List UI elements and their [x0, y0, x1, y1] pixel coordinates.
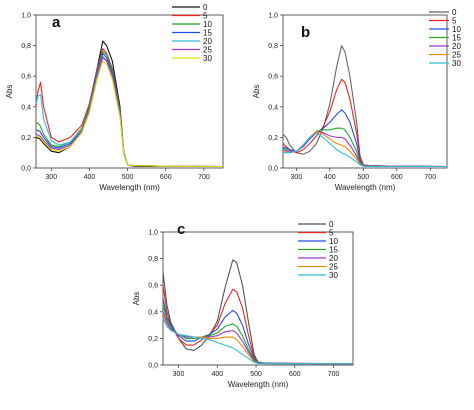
y-tick-label: 0,2 [148, 336, 158, 343]
legend-label-30: 30 [329, 271, 338, 280]
y-tick-label: 0,6 [268, 74, 278, 81]
panel-letter: b [301, 24, 310, 41]
legend-label-10: 10 [452, 25, 461, 34]
y-tick-label: 0,8 [148, 256, 158, 263]
x-tick-label: 400 [84, 174, 96, 181]
series-line-0 [282, 45, 448, 168]
y-tick-label: 0,4 [148, 309, 158, 316]
y-axis-label: Abs [132, 292, 141, 306]
y-tick-label: 0,0 [148, 363, 158, 370]
legend-label-15: 15 [203, 29, 212, 38]
y-tick-label: 1,0 [268, 13, 278, 20]
legend-label-15: 15 [452, 34, 461, 43]
legend-label-25: 25 [329, 263, 338, 272]
x-tick-label: 700 [328, 371, 340, 378]
x-tick-label: 300 [45, 174, 57, 181]
y-tick-label: 0,2 [268, 135, 278, 142]
x-tick-label: 500 [357, 174, 369, 181]
panel-letter: c [177, 221, 185, 238]
x-tick-label: 400 [211, 371, 223, 378]
x-tick-label: 500 [250, 371, 262, 378]
x-tick-label: 300 [173, 371, 185, 378]
series-line-10 [162, 298, 354, 365]
legend-label-20: 20 [452, 42, 461, 51]
legend-label-20: 20 [329, 254, 338, 263]
panel-letter: a [52, 14, 61, 31]
x-tick-label: 300 [291, 174, 303, 181]
y-tick-label: 1,0 [21, 13, 31, 20]
series-line-25 [282, 130, 447, 168]
x-tick-label: 700 [424, 174, 436, 181]
x-tick-label: 700 [198, 174, 210, 181]
legend-label-25: 25 [452, 51, 461, 60]
y-axis-label: Abs [252, 85, 261, 99]
legend-label-30: 30 [203, 54, 212, 63]
legend-label-5: 5 [452, 17, 457, 26]
series-line-20 [162, 311, 353, 365]
legend-label-5: 5 [329, 229, 334, 238]
y-tick-label: 0,8 [268, 43, 278, 50]
x-tick-label: 400 [324, 174, 336, 181]
legend-label-5: 5 [203, 12, 208, 21]
x-tick-label: 500 [122, 174, 134, 181]
legend-label-10: 10 [203, 20, 212, 29]
y-tick-label: 0,8 [21, 43, 31, 50]
y-tick-label: 0,6 [21, 74, 31, 81]
series-line-15 [282, 127, 448, 168]
plot-frame [35, 14, 224, 169]
y-tick-label: 0,0 [21, 166, 31, 173]
series-line-30 [162, 318, 353, 365]
legend-label-25: 25 [203, 46, 212, 55]
x-tick-label: 600 [289, 371, 301, 378]
x-axis-label: Wavelength (nm) [228, 380, 289, 389]
series-line-5 [162, 285, 354, 365]
x-axis-label: Wavelength (nm) [99, 183, 160, 192]
y-tick-label: 0,4 [21, 104, 31, 111]
legend-label-20: 20 [203, 37, 212, 46]
series-line-10 [282, 109, 448, 168]
y-tick-label: 0,4 [268, 104, 278, 111]
x-tick-label: 600 [391, 174, 403, 181]
legend-label-15: 15 [329, 246, 338, 255]
y-tick-label: 1,0 [148, 230, 158, 237]
x-tick-label: 600 [160, 174, 172, 181]
y-tick-label: 0,2 [21, 135, 31, 142]
y-tick-label: 0,6 [148, 283, 158, 290]
series-line-25 [162, 314, 353, 365]
legend-label-0: 0 [452, 8, 457, 17]
legend-label-0: 0 [203, 3, 208, 12]
series-line-15 [162, 304, 354, 365]
series-line-5 [282, 78, 448, 168]
y-axis-label: Abs [5, 85, 14, 99]
x-axis-label: Wavelength (nm) [335, 183, 396, 192]
legend-label-10: 10 [329, 237, 338, 246]
series-line-30 [283, 132, 447, 168]
series-line-20 [282, 130, 448, 168]
legend-label-0: 0 [329, 220, 334, 229]
series-line-30 [35, 60, 224, 168]
plot-frame [282, 14, 448, 169]
legend-label-30: 30 [452, 59, 461, 68]
y-tick-label: 0,0 [268, 166, 278, 173]
